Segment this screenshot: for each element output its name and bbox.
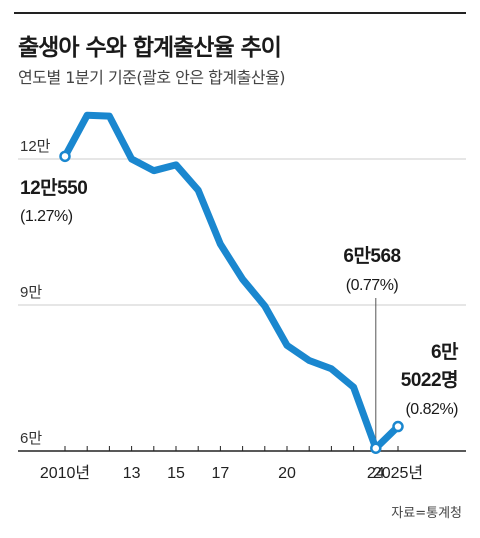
annotation-2024-rate: (0.77%) xyxy=(346,277,399,294)
annotation-2025-rate: (0.82%) xyxy=(405,401,458,418)
data-points xyxy=(59,150,404,454)
chart-subtitle: 연도별 1분기 기준(괄호 안은 합계출산율) xyxy=(18,68,286,87)
series-line-births xyxy=(61,111,402,452)
annotation-2025-value-line2: 5022명 xyxy=(401,369,458,391)
data-point-2024 xyxy=(370,442,382,454)
chart-title: 출생아 수와 합계출산율 추이 xyxy=(18,35,282,61)
y-tick-label-2: 6만 xyxy=(20,430,42,447)
grid-lines xyxy=(18,158,466,452)
annotation-2025-value-line1: 6만 xyxy=(431,341,459,363)
source-note: 자료=통계청 xyxy=(391,506,462,521)
x-tick-label-4: 20 xyxy=(278,465,296,482)
top-rule xyxy=(14,12,466,14)
data-point-2025 xyxy=(392,420,404,433)
annotation-start-value: 12만550 xyxy=(20,177,87,199)
x-tick-label-0: 2010년 xyxy=(40,464,90,482)
y-tick-label-1: 9만 xyxy=(20,284,42,301)
x-tick-label-6: 2025년 xyxy=(373,464,423,482)
y-tick-label-0: 12만 xyxy=(20,138,51,155)
x-tick-label-5: 24 xyxy=(367,465,385,482)
x-tick-label-3: 17 xyxy=(212,465,230,482)
annotation-2024-value: 6만568 xyxy=(343,245,400,267)
x-tick-label-2: 15 xyxy=(167,465,185,482)
data-point-2010 xyxy=(59,150,71,163)
x-tick-label-1: 13 xyxy=(123,465,141,482)
y-tick-labels: 12만 9만 6만 xyxy=(20,138,51,447)
annotation-start-rate: (1.27%) xyxy=(20,208,73,225)
